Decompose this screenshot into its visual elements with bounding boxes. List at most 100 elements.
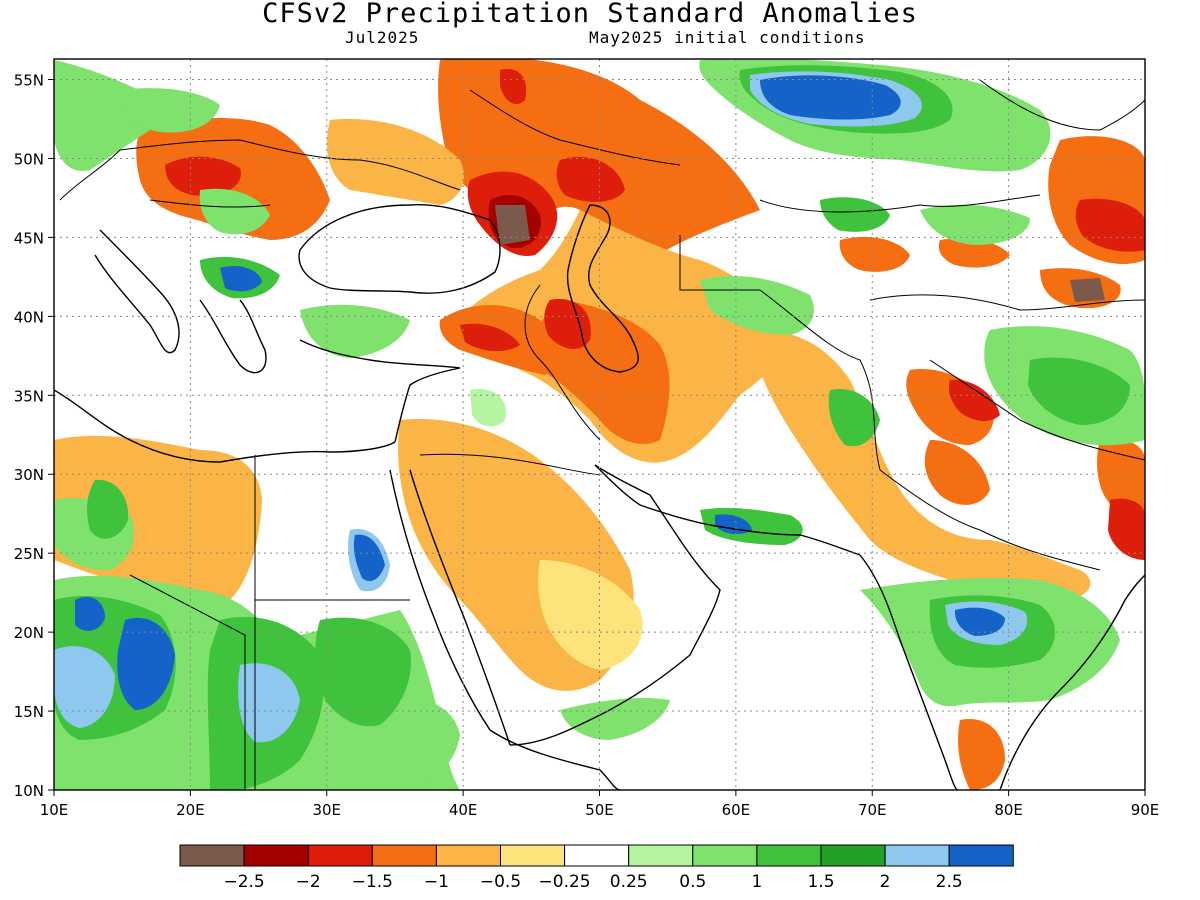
anomaly-region — [537, 560, 643, 670]
colorbar-label: 1 — [751, 872, 762, 892]
caspian-sea-outline — [566, 204, 639, 373]
lon-tick-label: 30E — [312, 801, 341, 819]
colorbar-swatch — [179, 844, 245, 867]
anomaly-region — [1108, 498, 1145, 560]
lon-tick-label: 80E — [994, 801, 1023, 819]
lat-tick-label: 55N — [14, 72, 44, 90]
anomaly-region — [700, 275, 814, 335]
horn-of-africa-coast — [489, 729, 621, 790]
colorbar-swatch — [243, 844, 309, 867]
colorbar-swatch — [884, 844, 950, 867]
anomaly-region — [715, 514, 752, 535]
colorbar-swatch — [500, 844, 566, 867]
lon-tick-label: 90E — [1131, 801, 1160, 819]
anomaly-region — [75, 596, 105, 631]
anomaly-region — [54, 646, 115, 728]
anomaly-region — [165, 156, 241, 196]
lat-tick-label: 45N — [14, 229, 44, 247]
italy-outline — [94, 229, 180, 354]
colorbar-swatch — [307, 844, 373, 867]
anomaly-region — [300, 304, 410, 358]
anomaly-region — [938, 238, 1010, 268]
anomaly-region — [1028, 357, 1130, 425]
anomaly-region — [924, 440, 990, 505]
anomaly-region — [120, 88, 220, 133]
anomaly-region — [238, 663, 300, 743]
anomaly-region — [470, 389, 506, 427]
lat-tick-label: 40N — [14, 308, 44, 326]
lon-tick-label: 20E — [176, 801, 205, 819]
colorbar-swatch — [628, 844, 694, 867]
colorbar-label: 2 — [880, 872, 891, 892]
colorbar-swatch — [756, 844, 822, 867]
arabia-coast — [509, 464, 721, 746]
anomaly-region — [117, 617, 175, 710]
lat-tick-label: 15N — [14, 703, 44, 721]
anomaly-region — [54, 60, 180, 171]
coastlines-and-borders — [54, 79, 1145, 790]
colorbar-label: 0.25 — [610, 872, 648, 892]
greece-outline — [199, 299, 267, 374]
colorbar: −2.5 −2 −1.5 −1 −0.5 −0.25 0.25 0.5 1 1.5 2 2.5 — [179, 844, 1014, 892]
anomaly-region — [500, 69, 527, 105]
anomaly-region — [326, 119, 464, 205]
initial-conditions-label: May2025 initial conditions — [589, 28, 866, 47]
colorbar-label: −2.5 — [223, 872, 264, 892]
lon-tick-label: 60E — [722, 801, 751, 819]
india-east-coast — [999, 574, 1145, 790]
gulf-coast — [594, 464, 861, 556]
colorbar-label: −0.5 — [480, 872, 521, 892]
colorbar-label: −1.5 — [352, 872, 393, 892]
anomaly-region — [1097, 438, 1145, 520]
lat-tick-label: 25N — [14, 545, 44, 563]
colorbar-label: −0.25 — [539, 872, 591, 892]
red-sea-west-coast — [389, 469, 491, 731]
colorbar-swatch — [564, 844, 630, 867]
anomaly-region — [1070, 278, 1105, 302]
red-sea-east-coast — [409, 469, 511, 746]
lon-tick-label: 10E — [40, 801, 69, 819]
lat-tick-label: 35N — [14, 387, 44, 405]
colorbar-label: 2.5 — [936, 872, 963, 892]
anomaly-region — [556, 156, 625, 202]
colorbar-swatch — [692, 844, 758, 867]
anomaly-region — [958, 719, 1005, 790]
lat-tick-label: 10N — [14, 782, 44, 800]
map-title: CFSv2 Precipitation Standard Anomalies — [262, 0, 918, 29]
colorbar-label: −1 — [424, 872, 449, 892]
black-sea-outline — [298, 204, 501, 294]
anomaly-region — [560, 698, 670, 740]
lon-tick-label: 70E — [858, 801, 887, 819]
graticule — [54, 59, 1145, 790]
anomaly-region — [199, 188, 270, 235]
anomaly-region — [1075, 198, 1145, 252]
colorbar-label: 0.5 — [679, 872, 706, 892]
lat-tick-label: 50N — [14, 150, 44, 168]
anomaly-region — [820, 197, 890, 232]
anomaly-shading — [54, 59, 1145, 790]
border-lines — [59, 79, 1145, 790]
anomaly-region — [398, 699, 460, 779]
anomaly-region — [544, 299, 591, 350]
anomaly-region — [495, 205, 530, 245]
levant-coast — [299, 339, 461, 443]
colorbar-swatch — [435, 844, 501, 867]
axis-ticks: 10E 20E 30E 40E 50E 60E 70E 80E 90E 55N 50N 45N 40N 3… — [14, 72, 1160, 819]
valid-month-label: Jul2025 — [345, 28, 420, 47]
colorbar-label: 1.5 — [807, 872, 834, 892]
mediterranean-coast — [54, 389, 396, 463]
anomaly-region — [220, 265, 262, 292]
colorbar-swatch — [820, 844, 886, 867]
anomaly-region — [948, 379, 1000, 422]
anomaly-region — [839, 236, 910, 272]
anomaly-region — [920, 204, 1030, 245]
lon-tick-label: 40E — [449, 801, 478, 819]
anomaly-region — [760, 75, 901, 120]
colorbar-swatch — [371, 844, 437, 867]
india-west-coast — [859, 554, 959, 790]
lon-tick-label: 50E — [585, 801, 614, 819]
anomaly-region — [315, 617, 411, 727]
anomaly-region — [954, 607, 1005, 636]
anomaly-region — [87, 479, 129, 539]
